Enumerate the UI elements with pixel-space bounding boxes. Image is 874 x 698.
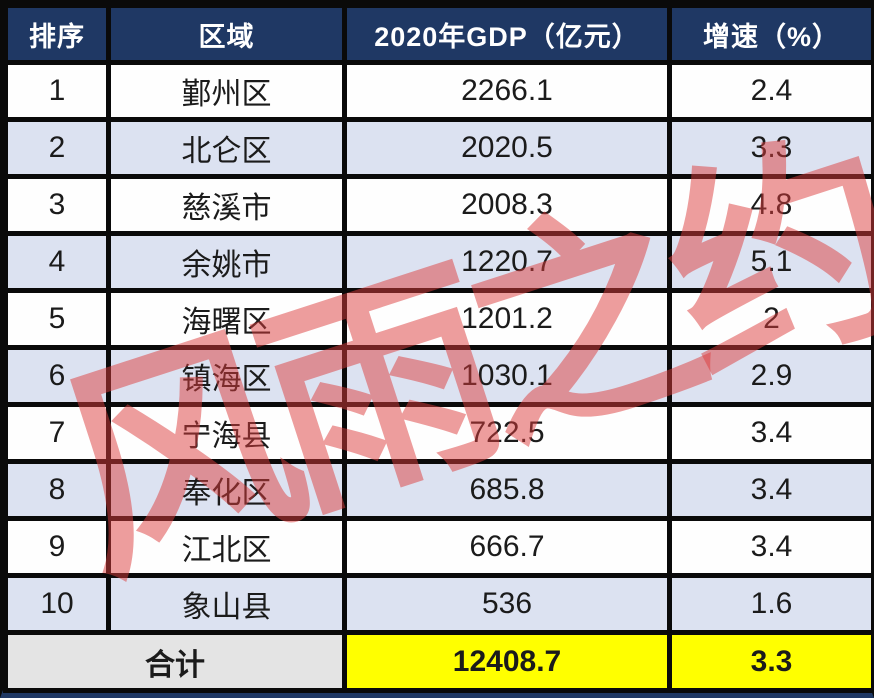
table-row: 10 象山县 536 1.6 <box>3 573 874 635</box>
table-body: 1 鄞州区 2266.1 2.4 2 北仑区 2020.5 3.3 3 慈溪市 … <box>3 60 874 635</box>
rank-cell: 4 <box>3 231 111 293</box>
region-cell: 江北区 <box>106 516 347 578</box>
growth-cell: 2.9 <box>667 345 874 407</box>
gdp-cell: 2266.1 <box>342 60 672 122</box>
region-cell: 慈溪市 <box>106 174 347 236</box>
table-row: 5 海曙区 1201.2 2 <box>3 288 874 350</box>
header-row: 排序 区域 2020年GDP（亿元） 增速（%） <box>3 3 874 65</box>
table-header: 排序 区域 2020年GDP（亿元） 增速（%） <box>3 3 874 65</box>
gdp-cell: 536 <box>342 573 672 635</box>
growth-cell: 1.6 <box>667 573 874 635</box>
growth-cell: 2.4 <box>667 60 874 122</box>
region-cell: 海曙区 <box>106 288 347 350</box>
gdp-ranking-table: 排序 区域 2020年GDP（亿元） 增速（%） 1 鄞州区 2266.1 2.… <box>3 3 874 693</box>
header-gdp: 2020年GDP（亿元） <box>342 3 672 65</box>
rank-cell: 10 <box>3 573 111 635</box>
table-row: 6 镇海区 1030.1 2.9 <box>3 345 874 407</box>
table-row: 7 宁海县 722.5 3.4 <box>3 402 874 464</box>
total-growth-cell: 3.3 <box>667 630 874 693</box>
table-row: 4 余姚市 1220.7 5.1 <box>3 231 874 293</box>
region-cell: 鄞州区 <box>106 60 347 122</box>
gdp-cell: 2020.5 <box>342 117 672 179</box>
rank-cell: 1 <box>3 60 111 122</box>
table-row: 9 江北区 666.7 3.4 <box>3 516 874 578</box>
total-label-cell: 合计 <box>3 630 347 693</box>
region-cell: 奉化区 <box>106 459 347 521</box>
gdp-cell: 1201.2 <box>342 288 672 350</box>
region-cell: 镇海区 <box>106 345 347 407</box>
growth-cell: 2 <box>667 288 874 350</box>
region-cell: 余姚市 <box>106 231 347 293</box>
gdp-cell: 1220.7 <box>342 231 672 293</box>
header-region: 区域 <box>106 3 347 65</box>
region-cell: 象山县 <box>106 573 347 635</box>
rank-cell: 6 <box>3 345 111 407</box>
rank-cell: 7 <box>3 402 111 464</box>
rank-cell: 8 <box>3 459 111 521</box>
table-row: 2 北仑区 2020.5 3.3 <box>3 117 874 179</box>
growth-cell: 3.4 <box>667 516 874 578</box>
table-row: 8 奉化区 685.8 3.4 <box>3 459 874 521</box>
table-row: 3 慈溪市 2008.3 4.8 <box>3 174 874 236</box>
rank-cell: 2 <box>3 117 111 179</box>
gdp-cell: 2008.3 <box>342 174 672 236</box>
rank-cell: 3 <box>3 174 111 236</box>
total-gdp-cell: 12408.7 <box>342 630 672 693</box>
header-growth: 增速（%） <box>667 3 874 65</box>
growth-cell: 3.4 <box>667 402 874 464</box>
header-rank: 排序 <box>3 3 111 65</box>
table-footer: 合计 12408.7 3.3 <box>3 630 874 693</box>
growth-cell: 3.3 <box>667 117 874 179</box>
growth-cell: 4.8 <box>667 174 874 236</box>
gdp-cell: 666.7 <box>342 516 672 578</box>
gdp-cell: 1030.1 <box>342 345 672 407</box>
region-cell: 宁海县 <box>106 402 347 464</box>
rank-cell: 5 <box>3 288 111 350</box>
gdp-cell: 685.8 <box>342 459 672 521</box>
growth-cell: 5.1 <box>667 231 874 293</box>
region-cell: 北仑区 <box>106 117 347 179</box>
rank-cell: 9 <box>3 516 111 578</box>
growth-cell: 3.4 <box>667 459 874 521</box>
total-row: 合计 12408.7 3.3 <box>3 630 874 693</box>
table-row: 1 鄞州区 2266.1 2.4 <box>3 60 874 122</box>
gdp-cell: 722.5 <box>342 402 672 464</box>
